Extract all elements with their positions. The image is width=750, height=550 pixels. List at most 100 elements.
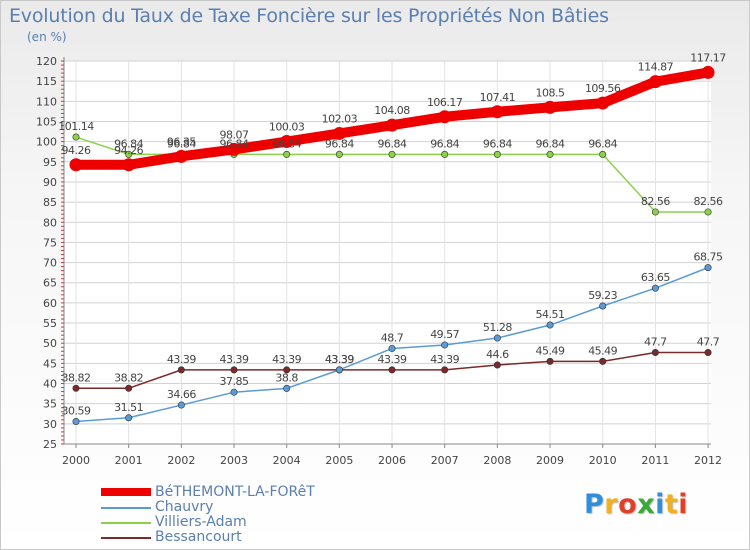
chart-title: Evolution du Taux de Taxe Foncière sur l… bbox=[9, 5, 609, 27]
data-point-bessancourt[interactable] bbox=[72, 384, 80, 392]
data-point-chauvry[interactable] bbox=[125, 414, 133, 422]
data-label-villiers-adam: 96.84 bbox=[114, 137, 143, 150]
data-point-bessancourt[interactable] bbox=[704, 348, 712, 356]
axes: 2530354045505560657075808590951001051101… bbox=[36, 55, 722, 467]
data-point-bethemont[interactable] bbox=[596, 96, 610, 110]
data-point-bethemont[interactable] bbox=[543, 100, 557, 114]
data-point-bethemont[interactable] bbox=[174, 149, 188, 163]
y-tick-label: 45 bbox=[43, 357, 57, 370]
y-tick-label: 75 bbox=[43, 236, 57, 249]
data-point-bessancourt[interactable] bbox=[388, 366, 396, 374]
x-tick-label: 2011 bbox=[641, 454, 669, 467]
data-point-villiers-adam[interactable] bbox=[125, 150, 133, 158]
data-point-chauvry[interactable] bbox=[283, 384, 291, 392]
data-point-bessancourt[interactable] bbox=[651, 348, 659, 356]
data-label-bethemont: 107.41 bbox=[480, 91, 516, 104]
data-label-villiers-adam: 101.14 bbox=[58, 120, 94, 133]
data-label-bethemont: 94.26 bbox=[62, 144, 91, 157]
data-label-chauvry: 51.28 bbox=[483, 321, 512, 334]
x-tick-label: 2001 bbox=[115, 454, 143, 467]
y-axis-unit: (en %) bbox=[27, 30, 67, 44]
data-label-bessancourt: 38.82 bbox=[114, 371, 143, 384]
y-tick-label: 40 bbox=[43, 378, 57, 391]
x-tick-label: 2002 bbox=[167, 454, 195, 467]
data-point-bethemont[interactable] bbox=[122, 158, 136, 172]
y-tick-label: 25 bbox=[43, 438, 57, 451]
data-point-chauvry[interactable] bbox=[72, 417, 80, 425]
grid bbox=[64, 60, 711, 445]
data-label-bessancourt: 38.82 bbox=[62, 371, 91, 384]
data-point-villiers-adam[interactable] bbox=[283, 150, 291, 158]
data-point-villiers-adam[interactable] bbox=[388, 150, 396, 158]
data-label-villiers-adam: 96.84 bbox=[430, 137, 459, 150]
legend-swatch-bessancourt bbox=[101, 537, 151, 539]
data-point-bethemont[interactable] bbox=[385, 118, 399, 132]
y-tick-label: 85 bbox=[43, 196, 57, 209]
data-point-chauvry[interactable] bbox=[335, 366, 343, 374]
y-tick-label: 50 bbox=[43, 337, 57, 350]
data-point-bessancourt[interactable] bbox=[493, 361, 501, 369]
data-label-bessancourt: 47.7 bbox=[697, 335, 720, 348]
data-point-villiers-adam[interactable] bbox=[599, 150, 607, 158]
legend-swatch-chauvry bbox=[101, 507, 151, 509]
y-tick-label: 105 bbox=[36, 115, 57, 128]
data-point-chauvry[interactable] bbox=[441, 341, 449, 349]
data-point-bessancourt[interactable] bbox=[177, 366, 185, 374]
data-point-villiers-adam[interactable] bbox=[441, 150, 449, 158]
data-point-villiers-adam[interactable] bbox=[546, 150, 554, 158]
data-point-bessancourt[interactable] bbox=[283, 366, 291, 374]
data-point-bethemont[interactable] bbox=[490, 105, 504, 119]
data-label-bessancourt: 45.49 bbox=[588, 344, 617, 357]
data-point-bessancourt[interactable] bbox=[230, 366, 238, 374]
data-point-villiers-adam[interactable] bbox=[493, 150, 501, 158]
data-point-villiers-adam[interactable] bbox=[651, 208, 659, 216]
data-point-bessancourt[interactable] bbox=[546, 357, 554, 365]
data-point-bessancourt[interactable] bbox=[441, 366, 449, 374]
data-point-bethemont[interactable] bbox=[438, 110, 452, 124]
data-point-villiers-adam[interactable] bbox=[704, 208, 712, 216]
data-point-bessancourt[interactable] bbox=[599, 357, 607, 365]
y-tick-label: 35 bbox=[43, 398, 57, 411]
x-tick-label: 2010 bbox=[589, 454, 617, 467]
data-label-bethemont: 102.03 bbox=[322, 112, 358, 125]
data-point-chauvry[interactable] bbox=[599, 302, 607, 310]
x-tick-label: 2009 bbox=[536, 454, 564, 467]
data-point-chauvry[interactable] bbox=[546, 321, 554, 329]
legend-label-chauvry: Chauvry bbox=[155, 499, 214, 515]
data-point-villiers-adam[interactable] bbox=[72, 133, 80, 141]
data-point-bethemont[interactable] bbox=[69, 158, 83, 172]
data-label-chauvry: 54.51 bbox=[536, 308, 565, 321]
data-label-bethemont: 96.35 bbox=[167, 135, 196, 148]
data-point-bethemont[interactable] bbox=[227, 142, 241, 156]
data-point-chauvry[interactable] bbox=[651, 284, 659, 292]
logo-letter: i bbox=[678, 489, 689, 520]
data-label-chauvry: 59.23 bbox=[588, 289, 617, 302]
series-layer bbox=[69, 65, 715, 425]
data-point-chauvry[interactable] bbox=[177, 401, 185, 409]
data-label-chauvry: 68.75 bbox=[694, 251, 723, 264]
x-tick-label: 2004 bbox=[273, 454, 301, 467]
data-point-villiers-adam[interactable] bbox=[335, 150, 343, 158]
data-point-bethemont[interactable] bbox=[701, 65, 715, 79]
data-label-villiers-adam: 96.84 bbox=[588, 137, 617, 150]
data-label-villiers-adam: 96.84 bbox=[378, 137, 407, 150]
data-label-chauvry: 37.85 bbox=[220, 375, 249, 388]
data-point-chauvry[interactable] bbox=[388, 344, 396, 352]
logo-letter: i bbox=[655, 489, 665, 520]
data-point-chauvry[interactable] bbox=[230, 388, 238, 396]
data-point-bethemont[interactable] bbox=[280, 135, 294, 149]
legend-label-villiers-adam: Villiers-Adam bbox=[155, 514, 247, 530]
data-label-chauvry: 48.7 bbox=[381, 331, 404, 344]
y-tick-label: 120 bbox=[36, 55, 57, 68]
data-label-chauvry: 30.59 bbox=[62, 404, 91, 417]
data-point-chauvry[interactable] bbox=[704, 264, 712, 272]
data-label-chauvry: 34.66 bbox=[167, 388, 196, 401]
data-point-chauvry[interactable] bbox=[493, 334, 501, 342]
data-label-bethemont: 108.5 bbox=[536, 86, 565, 99]
logo-letter: t bbox=[664, 489, 679, 520]
data-point-bessancourt[interactable] bbox=[125, 384, 133, 392]
data-label-chauvry: 43.39 bbox=[325, 353, 354, 366]
data-point-bethemont[interactable] bbox=[648, 75, 662, 89]
data-point-bethemont[interactable] bbox=[332, 126, 346, 140]
data-label-villiers-adam: 82.56 bbox=[641, 195, 670, 208]
